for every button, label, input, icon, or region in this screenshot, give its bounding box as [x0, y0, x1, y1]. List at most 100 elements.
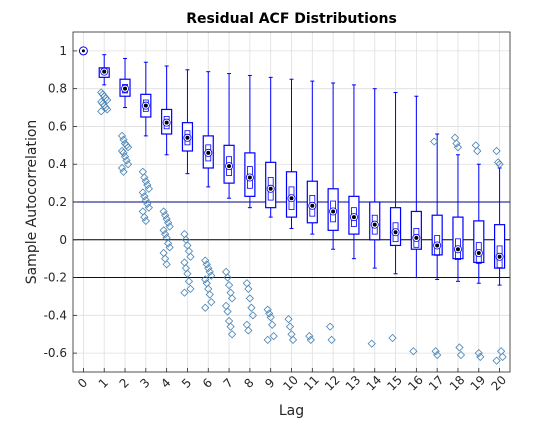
outlier-point: [247, 303, 256, 312]
outlier-point: [141, 216, 150, 225]
iqr-box: [473, 220, 485, 264]
outlier-point: [119, 148, 128, 157]
outlier-point: [138, 207, 147, 216]
outlier-point: [496, 347, 506, 356]
outlier-point: [221, 267, 231, 276]
y-tick-label: -0.2: [44, 271, 67, 285]
y-tick-label: 0: [59, 233, 67, 247]
outlier-point: [226, 322, 235, 331]
outlier-point: [103, 95, 112, 105]
median-dot: [206, 150, 211, 155]
outlier-point: [161, 211, 170, 220]
outlier-point: [456, 350, 466, 360]
outlier-point: [183, 269, 192, 278]
median-dot: [247, 175, 252, 180]
y-tick-label: 0.2: [48, 195, 67, 209]
outlier-point: [492, 146, 501, 156]
outlier-point: [224, 281, 234, 290]
y-tick-label: -0.6: [44, 346, 67, 360]
outlier-point: [242, 279, 251, 288]
outlier-point: [180, 258, 189, 267]
median-dot: [497, 254, 502, 259]
outlier-point: [140, 173, 149, 182]
lag-7-box: [221, 73, 237, 339]
outlier-point: [223, 273, 232, 282]
median-dot: [310, 203, 315, 208]
y-tick-label: 1: [59, 44, 67, 58]
outlier-point: [141, 196, 150, 205]
iqr-box: [493, 224, 506, 269]
outlier-point: [474, 349, 483, 358]
outlier-point: [202, 279, 211, 288]
median-dot: [435, 243, 440, 248]
median-dot: [351, 215, 356, 220]
outlier-point: [164, 218, 173, 227]
outlier-point: [183, 241, 192, 250]
outlier-point: [123, 143, 133, 152]
outlier-point: [119, 167, 128, 176]
outlier-point: [141, 177, 150, 186]
outlier-point: [144, 203, 153, 212]
outlier-point: [159, 226, 168, 235]
outlier-point: [181, 264, 191, 273]
outlier-point: [450, 133, 460, 142]
outlier-point: [287, 330, 296, 339]
lag-14-box: [367, 88, 381, 348]
outlier-point: [476, 352, 485, 361]
outlier-point: [242, 320, 251, 329]
y-tick-label: 0.4: [48, 157, 67, 171]
median-dot: [268, 186, 273, 191]
outlier-point: [244, 284, 253, 293]
outlier-point: [306, 335, 315, 344]
outlier-point: [327, 335, 336, 344]
lag-20-box: [492, 146, 507, 365]
x-axis-label: Lag: [279, 403, 304, 419]
outlier-point: [227, 330, 237, 339]
outlier-point: [117, 131, 127, 140]
lag-13-box: [348, 84, 360, 260]
outlier-point: [138, 167, 147, 176]
lag-4-box: [159, 65, 174, 269]
outlier-point: [162, 260, 171, 269]
outlier-point: [186, 284, 195, 293]
lag-19-box: [471, 141, 485, 361]
median-dot: [164, 120, 169, 125]
outlier-point: [164, 239, 173, 248]
outlier-point: [492, 356, 501, 365]
outlier-point: [119, 135, 128, 144]
box-series: [78, 46, 507, 365]
outlier-point: [161, 230, 170, 239]
outlier-point: [226, 288, 235, 297]
outlier-point: [184, 247, 194, 256]
median-dot: [331, 209, 336, 214]
median-dot: [414, 235, 419, 240]
outlier-point: [180, 230, 189, 239]
median-dot: [476, 251, 481, 255]
outlier-point: [269, 332, 278, 341]
lag-0-median: [81, 49, 85, 53]
outlier-point: [367, 339, 376, 348]
lag-18-box: [450, 133, 466, 360]
outlier-point: [204, 264, 213, 273]
outlier-point: [388, 333, 397, 343]
lag-10-box: [284, 78, 298, 344]
median-dot: [455, 247, 460, 252]
lag-1-box: [97, 54, 112, 116]
outlier-point: [221, 301, 231, 310]
y-tick-label: 0.6: [48, 119, 67, 133]
outlier-point: [140, 192, 149, 201]
outlier-point: [97, 107, 106, 116]
median-dot: [143, 103, 148, 108]
outlier-point: [123, 160, 133, 169]
lag-9-box: [263, 76, 278, 344]
y-tick-label: -0.4: [44, 308, 67, 322]
outlier-point: [285, 322, 295, 331]
outlier-point: [452, 139, 461, 148]
outlier-point: [143, 199, 152, 208]
lag-0-box: [78, 46, 88, 56]
outlier-point: [455, 343, 464, 352]
outlier-point: [266, 313, 275, 322]
outlier-point: [162, 233, 171, 242]
outlier-point: [120, 152, 130, 161]
median-dot: [123, 86, 128, 91]
